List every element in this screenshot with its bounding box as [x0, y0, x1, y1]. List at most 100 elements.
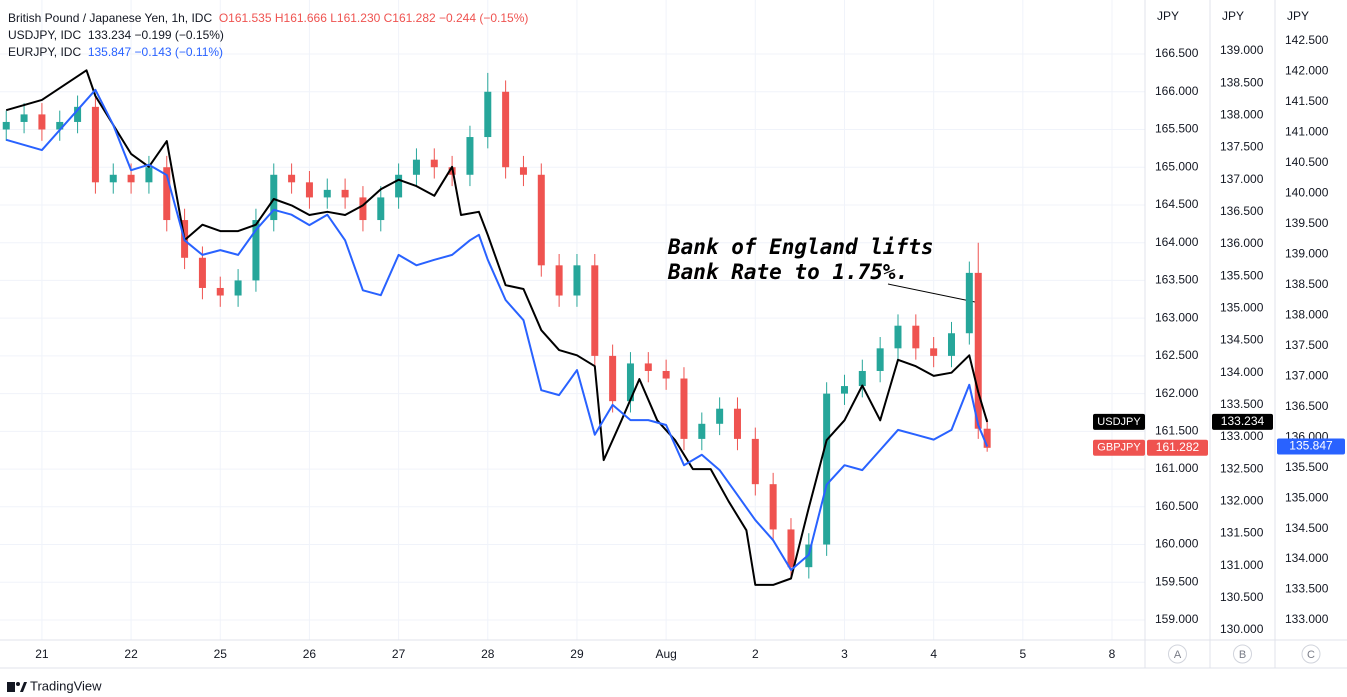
series-badge-label: USDJPY — [1097, 416, 1141, 428]
candle-body — [698, 423, 706, 439]
y-tick-label: 163.000 — [1155, 310, 1199, 324]
x-tick-label: 28 — [481, 647, 495, 661]
candle-body — [163, 167, 171, 221]
candle-body — [823, 393, 831, 545]
y-tick-label: 131.500 — [1220, 526, 1264, 540]
candle-body — [270, 174, 278, 221]
candle-body — [912, 325, 920, 349]
y-tick-label: 135.000 — [1220, 300, 1264, 314]
candle-body — [840, 386, 848, 394]
x-tick-label: 27 — [392, 647, 406, 661]
candle-body — [109, 174, 117, 183]
axis-id-badge — [1301, 644, 1321, 664]
legend-detail: 135.847 −0.143 (−0.11%) — [87, 45, 224, 59]
price-badge-label: 161.282 — [1156, 440, 1200, 454]
candle-body — [91, 106, 99, 183]
annotation-arrow — [887, 283, 976, 303]
legend-title: British Pound / Japanese Yen, 1h, IDC — [8, 11, 213, 25]
axis-id: C — [1307, 649, 1315, 661]
y-tick-label: 162.000 — [1155, 386, 1199, 400]
x-tick-label: 29 — [570, 647, 584, 661]
x-tick-label: 22 — [124, 647, 138, 661]
x-tick-label: 21 — [35, 647, 49, 661]
x-tick-label: 8 — [1109, 647, 1116, 661]
axis-unit: JPY — [1287, 9, 1309, 23]
axis-id: B — [1239, 649, 1246, 661]
y-tick-label: 166.500 — [1155, 46, 1199, 60]
legend-detail: O161.535 H161.666 L161.230 C161.282 −0.2… — [218, 11, 529, 25]
grid — [0, 0, 1145, 640]
y-tick-label: 137.500 — [1220, 140, 1264, 154]
candle-body — [323, 189, 331, 198]
candle-body — [930, 348, 938, 356]
y-tick-label: 135.000 — [1285, 490, 1329, 504]
candle-body — [127, 174, 135, 183]
y-tick-label: 134.500 — [1285, 521, 1329, 535]
y-tick-label: 135.500 — [1220, 268, 1264, 282]
y-tick-label: 141.000 — [1285, 125, 1329, 139]
y-tick-label: 164.500 — [1155, 197, 1199, 211]
candle-body — [974, 272, 982, 429]
x-tick-label: 4 — [930, 647, 937, 661]
candle-body — [341, 189, 349, 198]
candle-body — [56, 121, 64, 130]
y-tick-label: 138.000 — [1220, 108, 1264, 122]
y-tick-label: 132.500 — [1220, 461, 1264, 475]
candle-body — [288, 174, 296, 183]
candle-body — [145, 167, 153, 183]
line-series — [5, 69, 989, 586]
candle-body — [359, 197, 367, 221]
candle-body — [751, 438, 759, 485]
y-tick-label: 141.500 — [1285, 94, 1329, 108]
candle-body — [74, 106, 82, 122]
candle-body — [430, 159, 438, 168]
annotation: Bank of England lifts — [667, 235, 934, 259]
candle-body — [876, 348, 884, 371]
y-tick-label: 134.500 — [1220, 333, 1264, 347]
axis-id: A — [1174, 649, 1182, 661]
x-tick-label: Aug — [655, 647, 676, 661]
price-badge-label: 135.847 — [1289, 439, 1333, 453]
candle-body — [484, 91, 492, 138]
y-tick-label: 136.500 — [1285, 399, 1329, 413]
footer: TradingView — [30, 678, 102, 693]
candle-body — [894, 325, 902, 349]
legend-row: British Pound / Japanese Yen, 1h, IDC O1… — [8, 10, 528, 27]
y-tick-label: 137.000 — [1220, 172, 1264, 186]
y-tick-label: 160.000 — [1155, 537, 1199, 551]
y-tick-label: 165.500 — [1155, 122, 1199, 136]
candle-body — [626, 363, 634, 402]
y-tick-label: 161.500 — [1155, 424, 1199, 438]
candle-body — [466, 137, 474, 175]
axis-id-badge — [1233, 644, 1252, 664]
candle-body — [644, 363, 652, 371]
y-tick-label: 135.500 — [1285, 460, 1329, 474]
legend-title: USDJPY, IDC — [8, 28, 82, 42]
price-badge — [1212, 413, 1273, 430]
axis-unit: JPY — [1222, 9, 1244, 23]
candle-body — [198, 257, 206, 288]
y-tick-label: 142.000 — [1285, 64, 1329, 78]
y-tick-label: 161.000 — [1155, 461, 1199, 475]
series-badge — [1093, 413, 1145, 430]
y-tick-label: 159.000 — [1155, 612, 1199, 626]
candle-body — [680, 378, 688, 439]
candle-body — [609, 355, 617, 402]
axis-id-badge — [1168, 644, 1187, 664]
y-tick-label: 130.000 — [1220, 622, 1264, 636]
y-tick-label: 133.000 — [1285, 612, 1329, 626]
legend-row: EURJPY, IDC 135.847 −0.143 (−0.11%) — [8, 44, 528, 61]
y-tick-label: 140.500 — [1285, 155, 1329, 169]
candle-body — [38, 114, 46, 130]
candle-body — [412, 159, 420, 175]
candle-body — [555, 265, 563, 296]
y-tick-label: 164.000 — [1155, 235, 1199, 249]
y-tick-label: 165.000 — [1155, 159, 1199, 173]
candle-body — [662, 370, 670, 379]
candle-body — [787, 529, 795, 568]
x-tick-label: 26 — [303, 647, 317, 661]
y-tick-label: 160.500 — [1155, 499, 1199, 513]
price-badge — [1147, 439, 1208, 456]
price-badge — [1277, 438, 1345, 455]
candle-body — [716, 408, 724, 424]
